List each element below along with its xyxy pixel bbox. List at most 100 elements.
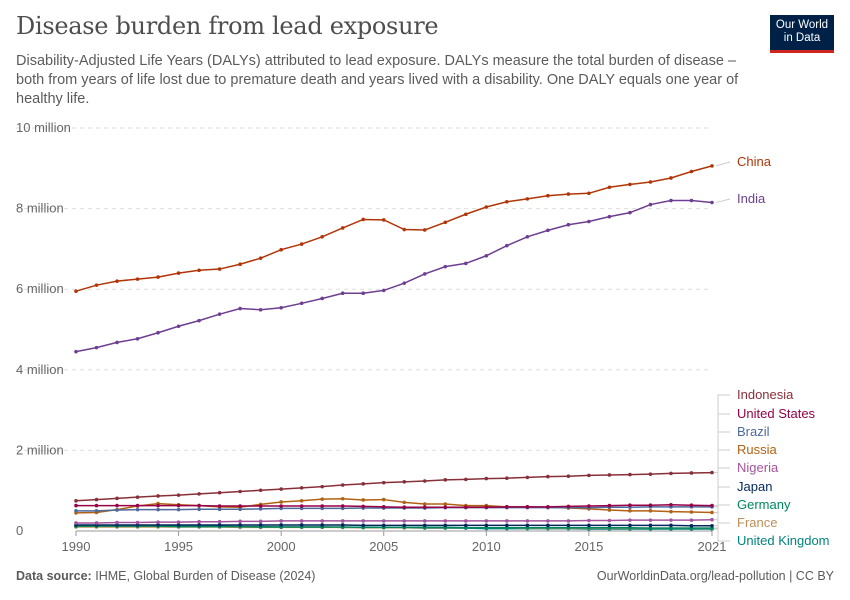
data-point: [464, 261, 468, 266]
data-point: [443, 505, 448, 510]
data-point: [566, 519, 571, 523]
data-point: [422, 502, 427, 506]
data-point: [546, 519, 550, 523]
data-point: [299, 498, 304, 503]
data-point: [402, 227, 407, 232]
data-point: [135, 495, 140, 499]
data-point: [443, 519, 448, 523]
data-point: [525, 519, 530, 523]
data-point: [607, 508, 612, 512]
legend-connector: [714, 504, 730, 529]
data-point: [648, 509, 653, 513]
data-point: [628, 210, 632, 215]
data-point: [587, 504, 591, 508]
data-point: [156, 523, 160, 527]
data-point: [135, 507, 140, 512]
data-point: [320, 519, 324, 523]
data-point: [628, 509, 632, 513]
data-point: [628, 472, 632, 477]
data-point: [628, 518, 632, 522]
data-point: [279, 523, 283, 527]
legend-label-brazil: Brazil: [737, 424, 770, 439]
data-point: [238, 523, 242, 527]
x-tick-label: 1995: [164, 539, 193, 554]
y-tick-label: 0: [16, 523, 23, 538]
x-tick-label: 2000: [267, 539, 296, 554]
x-tick-label: 2010: [472, 539, 501, 554]
data-point: [176, 520, 181, 524]
data-point: [340, 483, 345, 487]
data-point: [607, 214, 612, 219]
data-point: [115, 508, 119, 512]
data-point: [217, 523, 222, 527]
data-point: [279, 519, 283, 523]
legend-label-japan: Japan: [737, 479, 772, 494]
data-point: [607, 518, 612, 523]
legend-label-russia: Russia: [737, 442, 778, 457]
data-point: [279, 504, 283, 508]
data-point: [258, 519, 263, 524]
data-point: [156, 520, 160, 524]
data-point: [669, 518, 673, 522]
data-point: [299, 242, 304, 246]
data-point: [381, 505, 386, 509]
data-point: [505, 519, 509, 523]
data-point: [566, 523, 571, 528]
data-point: [505, 199, 509, 204]
data-point: [238, 489, 242, 494]
data-point: [464, 519, 468, 523]
legend-label-indonesia: Indonesia: [737, 387, 794, 402]
data-point: [258, 523, 263, 527]
source-url[interactable]: OurWorldinData.org/lead-pollution | CC B…: [596, 569, 834, 583]
data-point: [607, 185, 612, 190]
data-point: [299, 301, 304, 306]
source-label: Data source:: [16, 569, 92, 583]
data-point: [669, 471, 673, 476]
series-line-germany: [76, 525, 712, 529]
data-point: [94, 503, 99, 508]
data-point: [402, 500, 407, 505]
data-point: [156, 275, 160, 279]
source-text: IHME, Global Burden of Disease (2024): [95, 569, 316, 583]
data-point: [689, 169, 694, 174]
data-point: [279, 487, 283, 491]
data-point: [279, 305, 283, 310]
y-tick-label: 6 million: [16, 281, 64, 296]
y-tick-label: 8 million: [16, 201, 64, 216]
legend-connector: [714, 394, 730, 474]
data-point: [197, 492, 201, 496]
data-point: [217, 267, 222, 271]
data-point: [422, 523, 427, 528]
data-point: [566, 474, 571, 478]
data-point: [74, 503, 78, 508]
data-point: [361, 498, 366, 502]
data-point: [217, 504, 222, 508]
series-line-nigeria: [76, 518, 713, 524]
data-point: [402, 519, 407, 523]
legend-label-france: France: [737, 515, 777, 530]
data-point: [176, 271, 181, 275]
data-point: [74, 289, 78, 294]
data-point: [279, 500, 283, 504]
data-point: [258, 307, 263, 312]
data-point: [525, 197, 530, 201]
data-point: [566, 222, 571, 227]
data-point: [648, 518, 653, 522]
data-point: [505, 505, 509, 509]
data-point: [381, 218, 386, 222]
series-line-india: [75, 199, 713, 353]
y-tick-label: 4 million: [16, 362, 64, 377]
data-point: [546, 228, 550, 233]
data-point: [176, 324, 181, 329]
legend-connector: [714, 413, 730, 507]
data-point: [689, 523, 694, 528]
data-point: [587, 473, 591, 478]
data-point: [422, 272, 427, 276]
data-point: [340, 519, 345, 523]
data-point: [402, 523, 407, 528]
data-point: [361, 504, 366, 509]
owid-logo[interactable]: Our World in Data: [770, 15, 834, 53]
data-point: [74, 509, 78, 513]
data-point: [340, 504, 345, 508]
data-point: [546, 505, 550, 509]
